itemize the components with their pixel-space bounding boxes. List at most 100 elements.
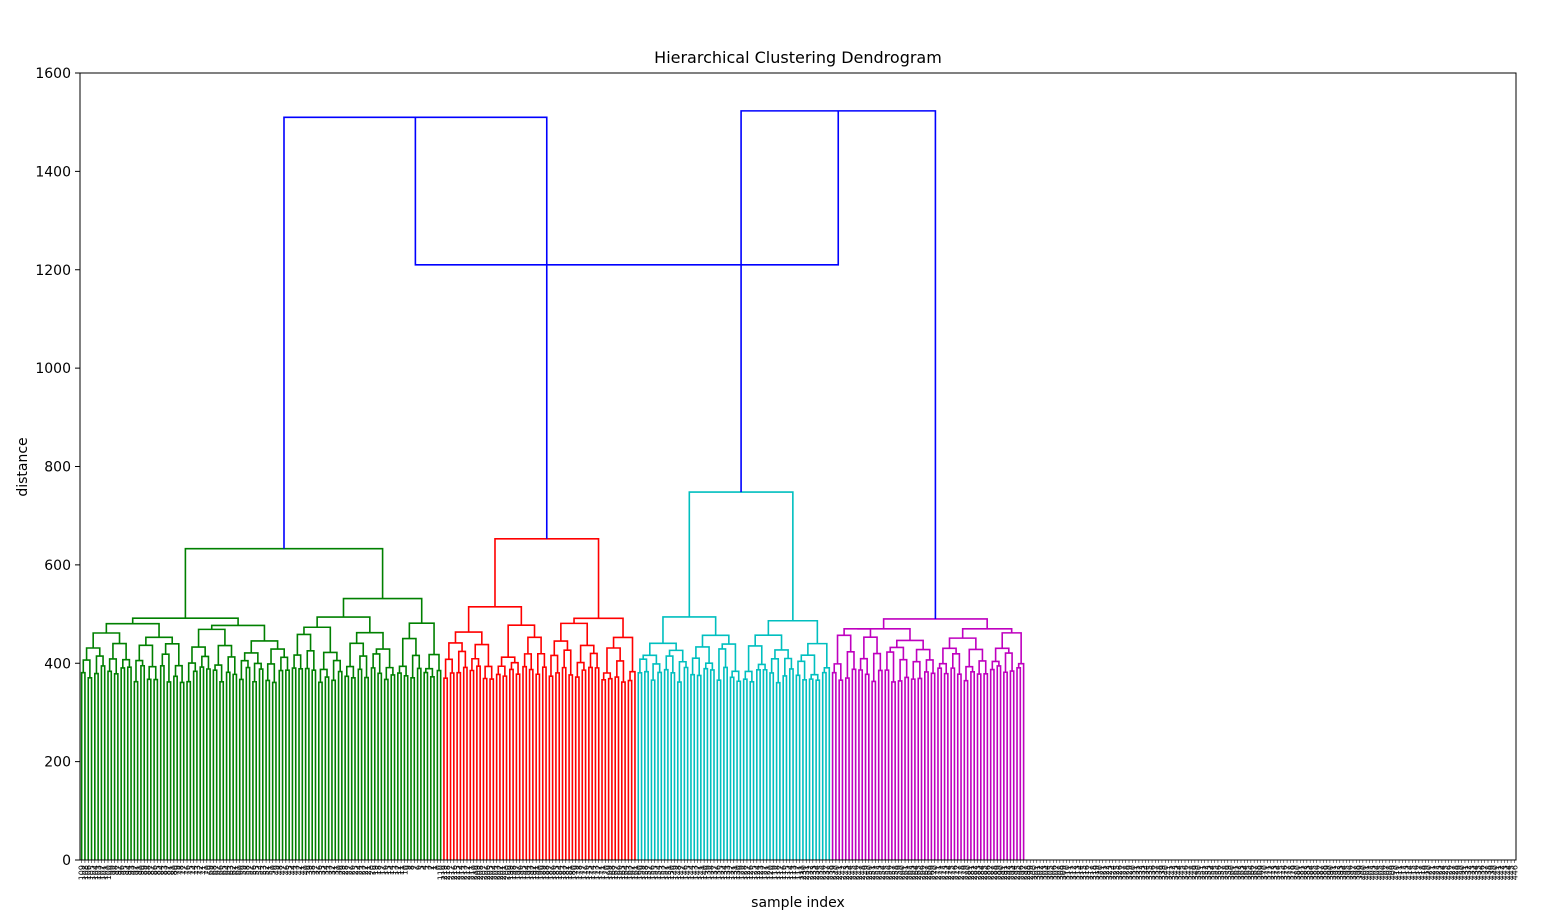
dendrogram-link: [443, 677, 449, 860]
x-tick-label: 321: [1099, 865, 1108, 880]
dendrogram-link: [668, 649, 684, 662]
x-tick-label: 254: [878, 865, 887, 880]
dendrogram-link: [92, 632, 121, 648]
x-tick-label: 171: [598, 865, 607, 880]
x-tick-label: 293: [1006, 865, 1015, 880]
x-tick-label: 182: [562, 865, 571, 880]
dendrogram-link: [864, 673, 870, 860]
x-tick-label: 83: [160, 865, 169, 875]
x-tick-label: 26: [348, 865, 357, 875]
x-tick-label: 45: [285, 865, 294, 875]
x-tick-label: 184: [555, 865, 564, 880]
x-tick-label: 51: [265, 865, 274, 875]
x-tick-label: 92: [130, 865, 139, 875]
x-tick-label: 104: [91, 865, 100, 880]
dendrogram-link: [696, 674, 702, 860]
dendrogram-link: [507, 624, 536, 658]
x-tick-label: 361: [1230, 865, 1239, 880]
x-tick-label: 347: [1184, 865, 1193, 880]
x-tick-label: 297: [1020, 865, 1029, 880]
x-tick-label: 121: [763, 865, 772, 880]
x-tick-label: 404: [1372, 865, 1381, 880]
dendrogram-link: [423, 671, 429, 860]
x-tick-label: 156: [647, 865, 656, 880]
x-tick-label: 27: [344, 865, 353, 875]
dendrogram-link: [359, 655, 368, 678]
x-tick-label: 203: [493, 865, 502, 880]
x-tick-label: 291: [1000, 865, 1009, 880]
x-tick-label: 391: [1329, 865, 1338, 880]
x-tick-label: 418: [1418, 865, 1427, 880]
x-tick-label: 77: [180, 865, 189, 875]
x-tick-label: 307: [1053, 865, 1062, 880]
dendrogram-link: [723, 666, 728, 860]
x-tick-label: 359: [1224, 865, 1233, 880]
x-tick-label: 58: [242, 865, 251, 875]
x-tick-label: 22: [361, 865, 370, 875]
x-tick-label: 242: [838, 865, 847, 880]
x-tick-label: 71: [200, 865, 209, 875]
dendrogram-link: [192, 670, 198, 860]
dendrogram-link: [349, 642, 365, 667]
dendrogram-link: [416, 667, 422, 860]
x-tick-label: 336: [1148, 865, 1157, 880]
x-tick-label: 303: [1039, 865, 1048, 880]
x-tick-label: 231: [802, 865, 811, 880]
dendrogram-link: [703, 667, 709, 860]
x-tick-label: 267: [921, 865, 930, 880]
x-tick-label: 1: [430, 865, 439, 870]
x-tick-label: 413: [1402, 865, 1411, 880]
dendrogram-link: [148, 665, 157, 680]
dendrogram-link: [197, 628, 226, 648]
x-tick-label: 209: [473, 865, 482, 880]
x-tick-label: 335: [1145, 865, 1154, 880]
x-tick-label: 320: [1095, 865, 1104, 880]
dendrogram-link: [740, 110, 937, 619]
dendrogram-link: [270, 648, 286, 664]
dendrogram-link: [245, 666, 251, 860]
dendrogram-link: [757, 663, 766, 670]
dendrogram-link: [896, 639, 924, 650]
dendrogram-link: [280, 656, 289, 671]
x-tick-label: 178: [575, 865, 584, 880]
dendrogram-link: [910, 678, 916, 860]
dendrogram-link: [355, 631, 384, 650]
dendrogram-link: [882, 618, 988, 629]
dendrogram-link: [210, 624, 266, 641]
x-tick-label: 163: [624, 865, 633, 880]
x-tick-label: 367: [1250, 865, 1259, 880]
dendrogram-link: [904, 676, 910, 860]
x-tick-label: 32: [328, 865, 337, 875]
x-tick-label: 46: [282, 865, 291, 875]
x-tick-label: 360: [1227, 865, 1236, 880]
dendrogram-link: [637, 672, 643, 860]
x-tick-label: 113: [789, 865, 798, 880]
x-tick-label: 59: [239, 865, 248, 875]
dendrogram-link: [762, 668, 768, 860]
dendrogram-link: [942, 647, 957, 664]
dendrogram-link: [859, 657, 868, 675]
dendrogram-link: [357, 668, 363, 860]
x-tick-label: 62: [229, 865, 238, 875]
x-tick-label: 29: [338, 865, 347, 875]
dendrogram-link: [756, 668, 761, 860]
dendrogram-link: [206, 668, 211, 860]
x-tick-label: 174: [588, 865, 597, 880]
x-tick-label: 402: [1365, 865, 1374, 880]
x-tick-label: 170: [601, 865, 610, 880]
x-tick-label: 10: [400, 865, 409, 875]
x-tick-label: 124: [753, 865, 762, 880]
x-tick-label: 185: [552, 865, 561, 880]
x-tick-label: 438: [1484, 865, 1493, 880]
x-tick-label: 415: [1408, 865, 1417, 880]
x-tick-label: 258: [891, 865, 900, 880]
x-tick-label: 305: [1046, 865, 1055, 880]
x-tick-label: 15: [384, 865, 393, 875]
x-tick-label: 311: [1066, 865, 1075, 880]
x-tick-label: 410: [1392, 865, 1401, 880]
x-axis-label: sample index: [751, 895, 845, 910]
x-tick-label: 325: [1112, 865, 1121, 880]
x-tick-label: 56: [249, 865, 258, 875]
x-tick-label: 401: [1362, 865, 1371, 880]
x-tick-label: 151: [664, 865, 673, 880]
